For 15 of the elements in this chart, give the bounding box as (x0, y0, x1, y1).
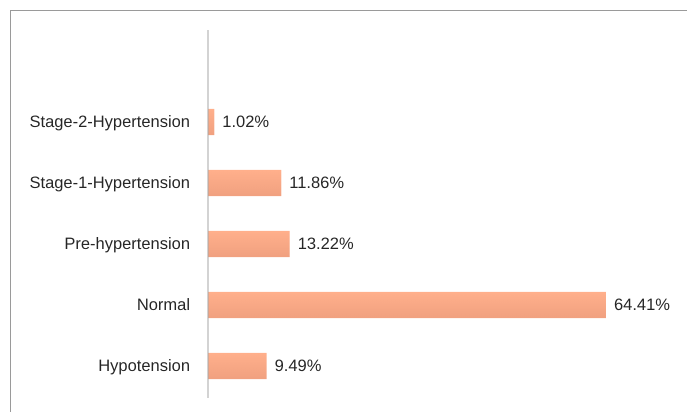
data-label: 1.02% (222, 113, 270, 131)
bar (208, 230, 290, 258)
bar (208, 170, 282, 196)
data-label: 11.86% (289, 174, 344, 192)
y-tick-label: Stage-2-Hypertension (29, 113, 190, 131)
y-tick-label: Pre-hypertension (64, 235, 190, 253)
bar (208, 352, 267, 380)
bar (208, 292, 606, 318)
y-tick-label: Normal (136, 296, 190, 314)
bar (208, 108, 214, 136)
data-label: 64.41% (614, 296, 670, 314)
data-label: 9.49% (274, 357, 322, 375)
y-tick-label: Stage-1-Hypertension (29, 174, 190, 192)
y-tick-label: Hypotension (98, 357, 190, 375)
data-label: 13.22% (298, 235, 354, 253)
